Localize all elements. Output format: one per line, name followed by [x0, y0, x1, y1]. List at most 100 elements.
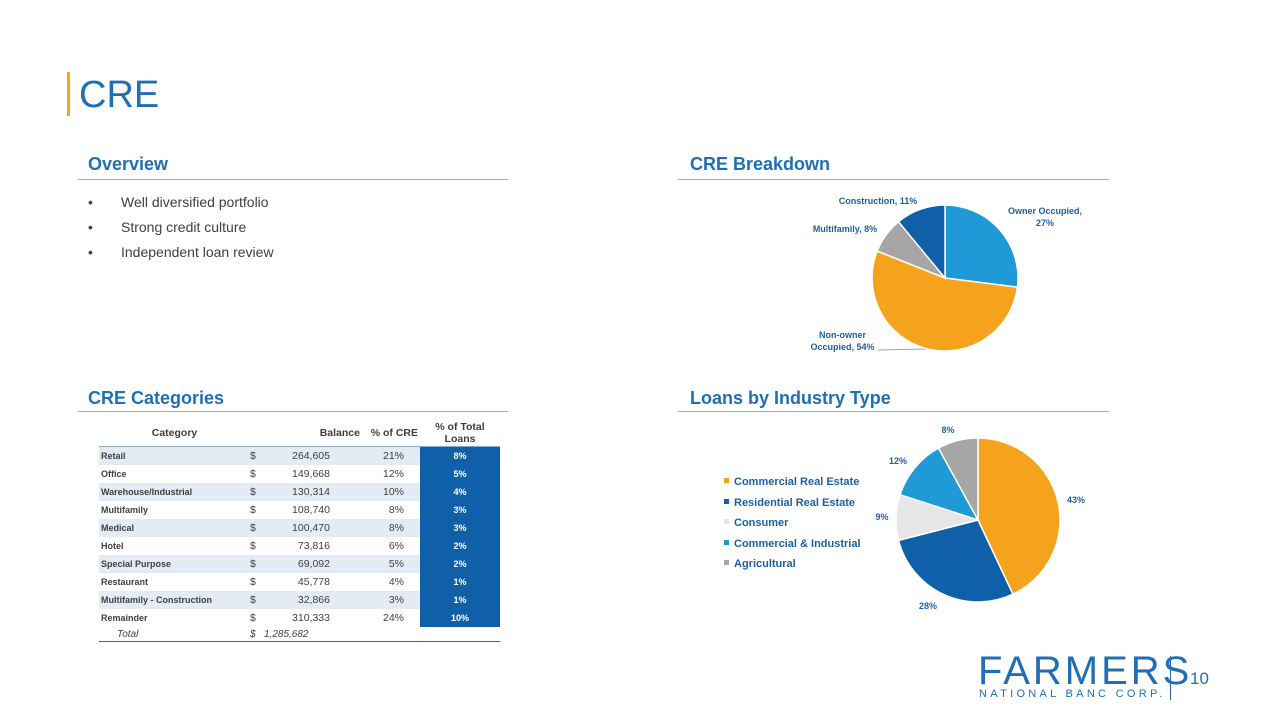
cell-pct-total: 10% [420, 609, 500, 627]
pie1-label-multifamily: Multifamily, 8% [812, 224, 878, 234]
cell-pct-cre: 12% [382, 468, 404, 480]
cell-balance: 32,866 [262, 591, 360, 609]
farmers-logo: FARMERS [978, 649, 1193, 693]
page-number: 10 [1190, 669, 1209, 688]
cell-balance: 130,314 [262, 483, 360, 501]
cell-pct-cre: 8% [388, 504, 404, 516]
cell-balance: 69,092 [262, 555, 360, 573]
cell-balance: 108,740 [292, 504, 330, 516]
pie1-label-construction: Construction, 11% [838, 196, 918, 206]
cell-currency: $ [250, 612, 256, 624]
pie2-label-consumer: 9% [875, 512, 889, 522]
legend-swatch [724, 560, 729, 565]
cell-currency: $ [250, 483, 262, 501]
table-total-row: Total $1,285,682 [99, 627, 500, 642]
cell-pct-total: 1% [420, 573, 500, 591]
table-row: Multifamily $108,740 8% 3% [99, 501, 500, 519]
logo-divider [1170, 656, 1171, 700]
pie1-label-non-owner-occupied: Non-owner Occupied, 54% [810, 330, 875, 352]
pie2-label-commercial-industrial: 12% [888, 456, 907, 466]
col-pct-total: % of Total Loans [420, 420, 500, 447]
cell-currency: $ [250, 591, 262, 609]
cell-pct-cre: 21% [360, 446, 420, 465]
cell-category: Medical [99, 519, 250, 537]
pie2-slice-commercial-industrial [899, 447, 980, 522]
cell-pct-total: 8% [420, 446, 500, 465]
categories-heading: CRE Categories [88, 388, 225, 408]
cell-pct-cre: 24% [382, 612, 404, 624]
legend-swatch [724, 478, 729, 483]
cell-pct-total: 5% [420, 465, 500, 483]
bullet-icon: • [88, 194, 93, 210]
legend-item: Consumer [724, 513, 861, 534]
leader-line [877, 348, 927, 351]
col-pct-cre: % of CRE [360, 420, 420, 447]
cell-pct-total: 3% [420, 501, 500, 519]
cell-category: Multifamily - Construction [99, 591, 250, 609]
industry-legend: Commercial Real Estate Residential Real … [724, 472, 861, 575]
legend-swatch [724, 498, 729, 504]
cell-balance: 73,816 [297, 540, 330, 552]
bullet-icon: • [88, 219, 93, 235]
col-balance: Balance [250, 420, 360, 447]
cell-pct-cre: 8% [360, 519, 420, 537]
cell-balance: 149,668 [292, 468, 330, 480]
cell-pct-total: 3% [420, 519, 500, 537]
bullet-icon: • [88, 244, 93, 260]
cell-currency: $ [250, 555, 262, 573]
cell-currency: $ [250, 446, 262, 465]
legend-item: Residential Real Estate [724, 493, 861, 514]
cre-breakdown-pie [871, 204, 1019, 352]
cell-balance: 100,470 [262, 519, 360, 537]
cell-category: Hotel [101, 541, 124, 551]
cell-pct-total: 2% [420, 537, 500, 555]
cell-pct-total: 4% [420, 483, 500, 501]
total-currency: $ [250, 627, 262, 642]
cell-pct-cre: 3% [360, 591, 420, 609]
table-row: Restaurant $45,778 4% 1% [99, 573, 500, 591]
legend-item: Commercial & Industrial [724, 534, 861, 555]
overview-heading: Overview [88, 154, 169, 174]
pie1-label-owner-occupied: Owner Occupied, 27% [1007, 206, 1083, 228]
table-row: Multifamily - Construction $32,866 3% 1% [99, 591, 500, 609]
cell-pct-cre: 6% [388, 540, 404, 552]
cell-pct-cre: 4% [388, 576, 404, 588]
cell-currency: $ [250, 519, 262, 537]
table-row: Office $149,668 12% 5% [99, 465, 500, 483]
page-title: CRE [79, 74, 160, 116]
overview-rule [78, 179, 508, 180]
legend-swatch [724, 539, 729, 545]
pie2-slice-agricultural [937, 437, 979, 521]
cell-category: Remainder [101, 613, 148, 623]
table-row: Medical $100,470 8% 3% [99, 519, 500, 537]
title-accent-bar [67, 72, 70, 116]
pie2-slice-residential-real-estate [897, 519, 1014, 603]
legend-swatch [724, 519, 729, 524]
breakdown-rule [678, 179, 1109, 180]
pie1-slice-non-owner-occupied [871, 250, 1019, 352]
industry-rule [678, 411, 1109, 412]
bullet-item: • Well diversified portfolio [88, 190, 274, 215]
total-empty [360, 627, 420, 642]
cell-balance: 310,333 [292, 612, 330, 624]
cell-category: Restaurant [101, 577, 149, 587]
pie2-slice-commercial-real-estate [977, 437, 1061, 596]
table-row: Special Purpose $69,092 5% 2% [99, 555, 500, 573]
overview-bullets: • Well diversified portfolio • Strong cred… [88, 190, 274, 265]
breakdown-heading: CRE Breakdown [690, 154, 831, 174]
total-empty [420, 627, 500, 642]
pie1-slice-owner-occupied [944, 204, 1019, 288]
col-category: Category [99, 420, 250, 447]
pie2-label-agricultural: 8% [941, 425, 955, 435]
cell-currency: $ [250, 540, 256, 552]
pie1-slice-construction [897, 204, 946, 281]
total-balance: 1,285,682 [262, 627, 360, 642]
cell-currency: $ [250, 576, 256, 588]
table-row: Warehouse/Industrial $130,314 10% 4% [99, 483, 500, 501]
cell-pct-total: 2% [420, 555, 500, 573]
bullet-item: • Independent loan review [88, 240, 274, 265]
cell-category: Multifamily [101, 505, 149, 515]
cell-pct-total: 1% [420, 591, 500, 609]
table-header-row: Category Balance % of CRE % of Total Loa… [99, 420, 500, 447]
logo-subtitle: NATIONAL BANC CORP. [979, 688, 1166, 700]
